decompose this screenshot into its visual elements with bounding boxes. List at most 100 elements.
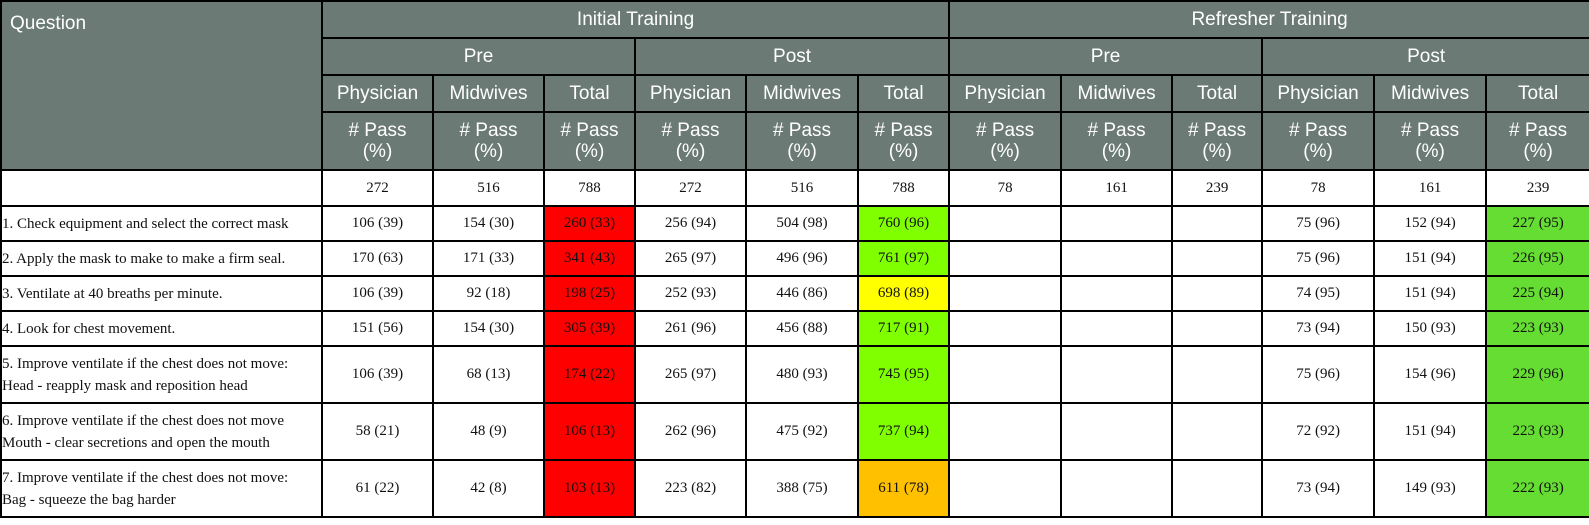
header-pass-percent: # Pass (%): [1373, 111, 1488, 171]
header-initial-post: Post: [633, 37, 951, 76]
score-cell: 223 (93): [1485, 402, 1589, 461]
sample-size-cell: 788: [856, 169, 951, 207]
score-cell: 61 (22): [321, 459, 434, 518]
header-pass-percent: # Pass (%): [948, 111, 1063, 171]
header-role: Total: [543, 74, 636, 113]
header-role: Physician: [634, 74, 747, 113]
table-row: 1. Check equipment and select the correc…: [0, 205, 1589, 242]
score-cell: 92 (18): [432, 275, 545, 312]
score-cell: 151 (94): [1373, 240, 1488, 277]
score-cell: 222 (93): [1485, 459, 1589, 518]
sample-size-cell: 161: [1060, 169, 1174, 207]
score-cell: 480 (93): [745, 345, 859, 404]
header-role: Midwives: [432, 74, 545, 113]
score-cell: [1171, 402, 1264, 461]
sample-size-cell: 239: [1171, 169, 1264, 207]
sample-size-cell: 516: [432, 169, 545, 207]
header-pass-percent: # Pass (%): [1261, 111, 1376, 171]
score-cell: 496 (96): [745, 240, 859, 277]
sample-size-cell: 161: [1373, 169, 1488, 207]
question-cell: 4. Look for chest movement.: [0, 310, 323, 347]
header-role: Total: [1171, 74, 1264, 113]
score-cell: 698 (89): [856, 275, 951, 312]
score-cell: [948, 275, 1063, 312]
header-role: Total: [856, 74, 951, 113]
score-cell: 761 (97): [856, 240, 951, 277]
score-cell: 171 (33): [432, 240, 545, 277]
table-row: 3. Ventilate at 40 breaths per minute. 10…: [0, 275, 1589, 312]
question-cell: 1. Check equipment and select the correc…: [0, 205, 323, 242]
score-cell: 75 (96): [1261, 345, 1376, 404]
score-cell: 611 (78): [856, 459, 951, 518]
score-cell: 717 (91): [856, 310, 951, 347]
header-pass-percent: # Pass (%): [1171, 111, 1264, 171]
score-cell: 74 (95): [1261, 275, 1376, 312]
header-question: Question: [0, 0, 323, 171]
score-cell: 151 (94): [1373, 275, 1488, 312]
score-cell: [948, 240, 1063, 277]
score-cell: 225 (94): [1485, 275, 1589, 312]
header-role: Midwives: [1060, 74, 1174, 113]
score-cell: 103 (13): [543, 459, 636, 518]
score-cell: 341 (43): [543, 240, 636, 277]
score-cell: 446 (86): [745, 275, 859, 312]
sample-size-cell: 78: [948, 169, 1063, 207]
sample-size-cell: 78: [1261, 169, 1376, 207]
question-cell: 7. Improve ventilate if the chest does n…: [0, 459, 323, 518]
sample-size-cell: 788: [543, 169, 636, 207]
score-cell: [948, 205, 1063, 242]
score-cell: 151 (94): [1373, 402, 1488, 461]
score-cell: 151 (56): [321, 310, 434, 347]
score-cell: 252 (93): [634, 275, 747, 312]
score-cell: 760 (96): [856, 205, 951, 242]
score-cell: 154 (30): [432, 310, 545, 347]
score-cell: 68 (13): [432, 345, 545, 404]
score-cell: 73 (94): [1261, 459, 1376, 518]
n-row-label: [0, 169, 323, 207]
sample-size-cell: 272: [321, 169, 434, 207]
header-role: Physician: [1261, 74, 1376, 113]
header-role: Physician: [321, 74, 434, 113]
score-cell: 456 (88): [745, 310, 859, 347]
header-pass-percent: # Pass (%): [1060, 111, 1174, 171]
score-cell: 737 (94): [856, 402, 951, 461]
header-role: Total: [1485, 74, 1589, 113]
score-cell: 154 (96): [1373, 345, 1488, 404]
score-cell: 106 (13): [543, 402, 636, 461]
score-cell: 154 (30): [432, 205, 545, 242]
score-cell: 388 (75): [745, 459, 859, 518]
header-pass-percent: # Pass (%): [1485, 111, 1589, 171]
header-initial-pre: Pre: [321, 37, 636, 76]
score-cell: 265 (97): [634, 345, 747, 404]
score-cell: 75 (96): [1261, 240, 1376, 277]
score-cell: [1171, 240, 1264, 277]
score-cell: 198 (25): [543, 275, 636, 312]
score-cell: 475 (92): [745, 402, 859, 461]
score-cell: 106 (39): [321, 345, 434, 404]
sample-size-cell: 516: [745, 169, 859, 207]
table-row: 5. Improve ventilate if the chest does n…: [0, 345, 1589, 404]
score-cell: 58 (21): [321, 402, 434, 461]
score-cell: 75 (96): [1261, 205, 1376, 242]
header-refresher-post: Post: [1261, 37, 1589, 76]
score-cell: [948, 402, 1063, 461]
header-initial-training: Initial Training: [320, 0, 951, 39]
score-cell: 149 (93): [1373, 459, 1488, 518]
score-cell: [1060, 345, 1174, 404]
score-cell: 229 (96): [1485, 345, 1589, 404]
score-cell: 42 (8): [432, 459, 545, 518]
table-row: 2. Apply the mask to make to make a firm…: [0, 240, 1589, 277]
score-cell: [1060, 310, 1174, 347]
score-cell: [1060, 240, 1174, 277]
header-refresher-pre: Pre: [948, 37, 1264, 76]
score-cell: [1060, 205, 1174, 242]
sample-size-cell: 239: [1485, 169, 1589, 207]
score-cell: 106 (39): [321, 275, 434, 312]
score-cell: 106 (39): [321, 205, 434, 242]
score-cell: 265 (97): [634, 240, 747, 277]
header-role: Physician: [948, 74, 1063, 113]
score-cell: [1060, 459, 1174, 518]
score-cell: 72 (92): [1261, 402, 1376, 461]
question-cell: 5. Improve ventilate if the chest does n…: [0, 345, 323, 404]
